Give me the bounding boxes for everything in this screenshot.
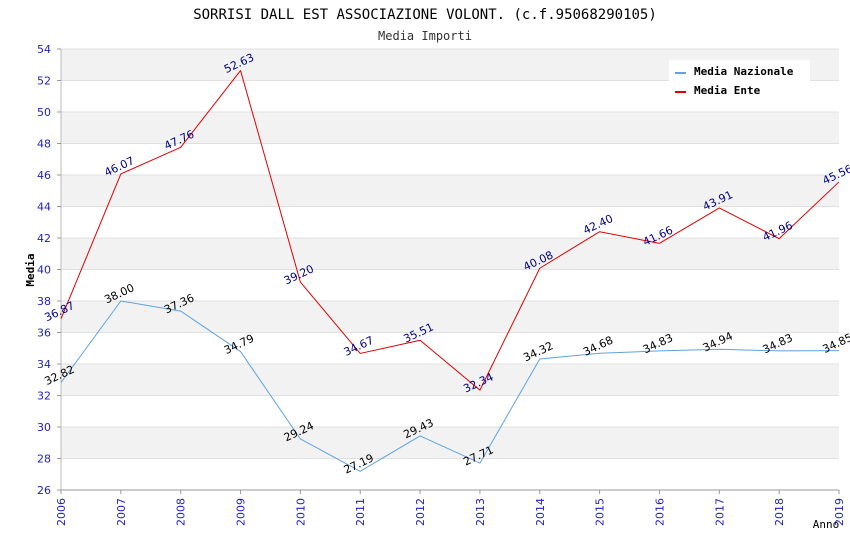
y-axis-ticks: 26 28 30 32 34 36 38 40 42 44 46 48 50 52 54 xyxy=(37,43,61,497)
x-tick-label: 2006 xyxy=(55,498,68,526)
legend-label-media-nazionale: Media Nazionale xyxy=(694,65,794,78)
legend: Media Nazionale Media Ente xyxy=(669,60,810,102)
x-tick-label: 2016 xyxy=(653,498,666,526)
y-tick-label: 52 xyxy=(37,75,51,88)
x-tick-label: 2018 xyxy=(773,498,786,526)
x-tick-label: 2015 xyxy=(594,498,607,526)
x-tick-label: 2008 xyxy=(175,498,188,526)
series-line-media-ente xyxy=(60,70,840,391)
y-tick-label: 36 xyxy=(37,327,51,340)
y-tick-label: 26 xyxy=(37,484,51,497)
y-tick-label: 42 xyxy=(37,232,51,245)
grid-band xyxy=(61,427,839,459)
legend-label-media-ente: Media Ente xyxy=(694,84,761,97)
y-tick-label: 38 xyxy=(37,295,51,308)
x-tick-label: 2011 xyxy=(354,498,367,526)
x-tick-label: 2019 xyxy=(833,498,846,526)
series-lines xyxy=(60,70,840,472)
x-tick-label: 2014 xyxy=(534,498,547,526)
x-tick-label: 2017 xyxy=(713,498,726,526)
y-tick-label: 28 xyxy=(37,453,51,466)
x-tick-label: 2013 xyxy=(474,498,487,526)
grid-band xyxy=(61,269,839,301)
y-tick-label: 46 xyxy=(37,169,51,182)
chart-title: SORRISI DALL EST ASSOCIAZIONE VOLONT. (c… xyxy=(193,7,657,23)
y-tick-label: 30 xyxy=(37,421,51,434)
grid-lines xyxy=(61,48,839,491)
grid-band xyxy=(61,206,839,238)
x-tick-label: 2007 xyxy=(115,498,128,526)
legend-box xyxy=(669,60,810,102)
y-tick-label: 50 xyxy=(37,106,51,119)
x-axis-ticks: 2006 2007 2008 2009 2010 2011 2012 2013 2014 2015… xyxy=(55,490,846,526)
plot-background-bands xyxy=(61,49,839,490)
y-tick-label: 34 xyxy=(37,358,51,371)
grid-band xyxy=(61,364,839,396)
grid-band xyxy=(61,175,839,207)
x-axis-label: Anno xyxy=(813,518,840,531)
x-tick-label: 2009 xyxy=(235,498,248,526)
grid-band xyxy=(61,238,839,270)
y-tick-label: 32 xyxy=(37,390,51,403)
y-tick-label: 48 xyxy=(37,138,51,151)
chart-subtitle: Media Importi xyxy=(378,29,472,43)
y-tick-label: 40 xyxy=(37,264,51,277)
x-tick-label: 2010 xyxy=(294,498,307,526)
x-tick-label: 2012 xyxy=(414,498,427,526)
grid-band xyxy=(61,301,839,333)
series-line-media-nazionale xyxy=(60,300,840,472)
grid-band xyxy=(61,143,839,175)
y-tick-label: 54 xyxy=(37,43,51,56)
grid-band xyxy=(61,395,839,427)
grid-band xyxy=(61,112,839,144)
grid-band xyxy=(61,458,839,490)
grid-band xyxy=(61,332,839,364)
y-tick-label: 44 xyxy=(37,201,51,214)
y-axis-label: Media xyxy=(24,253,37,286)
